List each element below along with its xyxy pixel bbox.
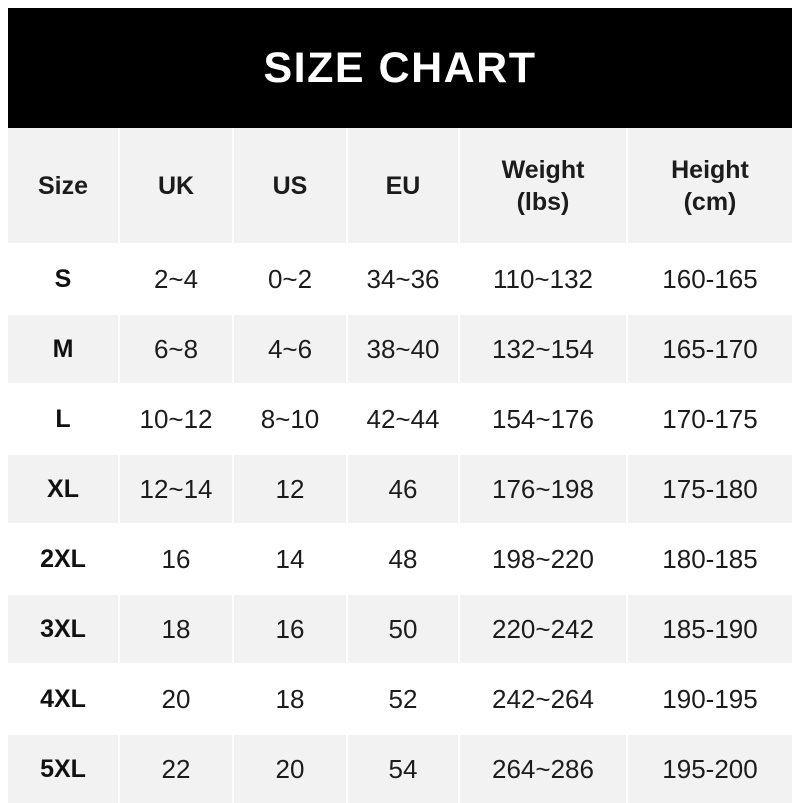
cell-us: 8~10 (234, 385, 348, 455)
cell-us: 20 (234, 735, 348, 803)
cell-size: M (8, 315, 120, 385)
column-header-eu: EU (348, 128, 460, 245)
cell-eu: 46 (348, 455, 460, 525)
cell-uk: 6~8 (120, 315, 234, 385)
column-header-size: Size (8, 128, 120, 245)
table-row: 4XL 20 18 52 242~264 190-195 (8, 665, 792, 735)
cell-size: 4XL (8, 665, 120, 735)
cell-uk: 22 (120, 735, 234, 803)
cell-height: 170-175 (628, 385, 792, 455)
cell-height: 180-185 (628, 525, 792, 595)
table-header: Size UK US EU Weight (lbs) Height (cm) (8, 128, 792, 245)
cell-size: XL (8, 455, 120, 525)
table-row: 5XL 22 20 54 264~286 195-200 (8, 735, 792, 803)
cell-uk: 2~4 (120, 245, 234, 315)
cell-size: 3XL (8, 595, 120, 665)
cell-weight: 110~132 (460, 245, 628, 315)
cell-eu: 38~40 (348, 315, 460, 385)
column-header-uk-label: UK (157, 171, 195, 200)
cell-weight: 176~198 (460, 455, 628, 525)
cell-height: 175-180 (628, 455, 792, 525)
cell-eu: 52 (348, 665, 460, 735)
column-header-weight-label: Weight (501, 155, 585, 184)
cell-weight: 220~242 (460, 595, 628, 665)
cell-weight: 132~154 (460, 315, 628, 385)
cell-us: 4~6 (234, 315, 348, 385)
cell-uk: 10~12 (120, 385, 234, 455)
cell-weight: 198~220 (460, 525, 628, 595)
cell-eu: 42~44 (348, 385, 460, 455)
table-row: S 2~4 0~2 34~36 110~132 160-165 (8, 245, 792, 315)
column-header-height-unit: (cm) (683, 187, 737, 216)
column-header-uk: UK (120, 128, 234, 245)
cell-eu: 50 (348, 595, 460, 665)
cell-weight: 154~176 (460, 385, 628, 455)
cell-us: 12 (234, 455, 348, 525)
size-chart-table: Size UK US EU Weight (lbs) Height (cm) (8, 128, 792, 803)
cell-uk: 16 (120, 525, 234, 595)
column-header-height: Height (cm) (628, 128, 792, 245)
table-row: XL 12~14 12 46 176~198 175-180 (8, 455, 792, 525)
title-banner: SIZE CHART (8, 8, 792, 128)
cell-eu: 48 (348, 525, 460, 595)
table-body: S 2~4 0~2 34~36 110~132 160-165 M 6~8 4~… (8, 245, 792, 803)
table-row: M 6~8 4~6 38~40 132~154 165-170 (8, 315, 792, 385)
cell-uk: 18 (120, 595, 234, 665)
cell-height: 160-165 (628, 245, 792, 315)
cell-uk: 20 (120, 665, 234, 735)
cell-size: 5XL (8, 735, 120, 803)
cell-eu: 34~36 (348, 245, 460, 315)
cell-size: S (8, 245, 120, 315)
table-row: L 10~12 8~10 42~44 154~176 170-175 (8, 385, 792, 455)
cell-height: 195-200 (628, 735, 792, 803)
cell-uk: 12~14 (120, 455, 234, 525)
cell-height: 165-170 (628, 315, 792, 385)
cell-size: L (8, 385, 120, 455)
cell-us: 14 (234, 525, 348, 595)
column-header-weight-unit: (lbs) (516, 187, 570, 216)
cell-height: 185-190 (628, 595, 792, 665)
cell-eu: 54 (348, 735, 460, 803)
column-header-size-label: Size (37, 171, 89, 200)
cell-us: 16 (234, 595, 348, 665)
column-header-us: US (234, 128, 348, 245)
column-header-eu-label: EU (385, 171, 421, 200)
table-row: 2XL 16 14 48 198~220 180-185 (8, 525, 792, 595)
cell-height: 190-195 (628, 665, 792, 735)
table-header-row: Size UK US EU Weight (lbs) Height (cm) (8, 128, 792, 245)
table-row: 3XL 18 16 50 220~242 185-190 (8, 595, 792, 665)
cell-size: 2XL (8, 525, 120, 595)
cell-weight: 242~264 (460, 665, 628, 735)
column-header-weight: Weight (lbs) (460, 128, 628, 245)
cell-us: 18 (234, 665, 348, 735)
cell-weight: 264~286 (460, 735, 628, 803)
column-header-us-label: US (272, 171, 308, 200)
page-title: SIZE CHART (263, 43, 537, 92)
column-header-height-label: Height (671, 155, 749, 184)
cell-us: 0~2 (234, 245, 348, 315)
